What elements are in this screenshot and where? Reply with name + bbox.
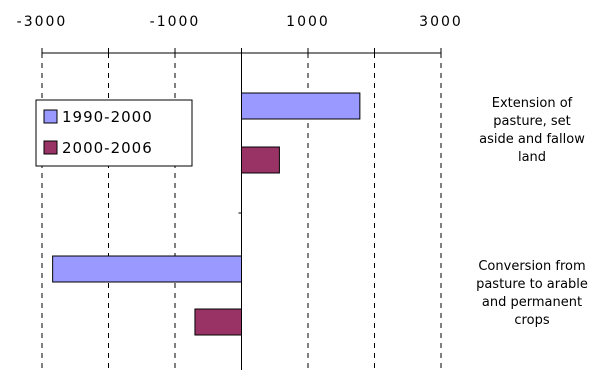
- bar: [52, 255, 242, 283]
- tick-label: 1000: [286, 14, 330, 30]
- bar: [241, 92, 361, 120]
- legend-box: [35, 99, 193, 167]
- category-label: Conversion from pasture to arable and perm…: [476, 259, 588, 328]
- x-axis: -3000 -1000 1000 3000: [17, 14, 463, 54]
- bars: [52, 92, 361, 336]
- category-label: Extension of pasture, set aside and fallow…: [479, 96, 585, 165]
- legend: 1990-2000 2000-2006: [35, 99, 193, 167]
- legend-label: 2000-2006: [62, 139, 153, 157]
- tick-label: -1000: [150, 14, 201, 30]
- bar: [241, 146, 280, 174]
- bar: [194, 308, 242, 336]
- legend-swatch: [43, 140, 58, 155]
- category-labels: Extension of pasture, set aside and fallow…: [476, 96, 588, 328]
- legend-swatch: [43, 109, 58, 124]
- tick-label: -3000: [17, 14, 68, 30]
- tick-label: 3000: [419, 14, 463, 30]
- legend-label: 1990-2000: [62, 108, 153, 126]
- zero-axis: [238, 53, 242, 370]
